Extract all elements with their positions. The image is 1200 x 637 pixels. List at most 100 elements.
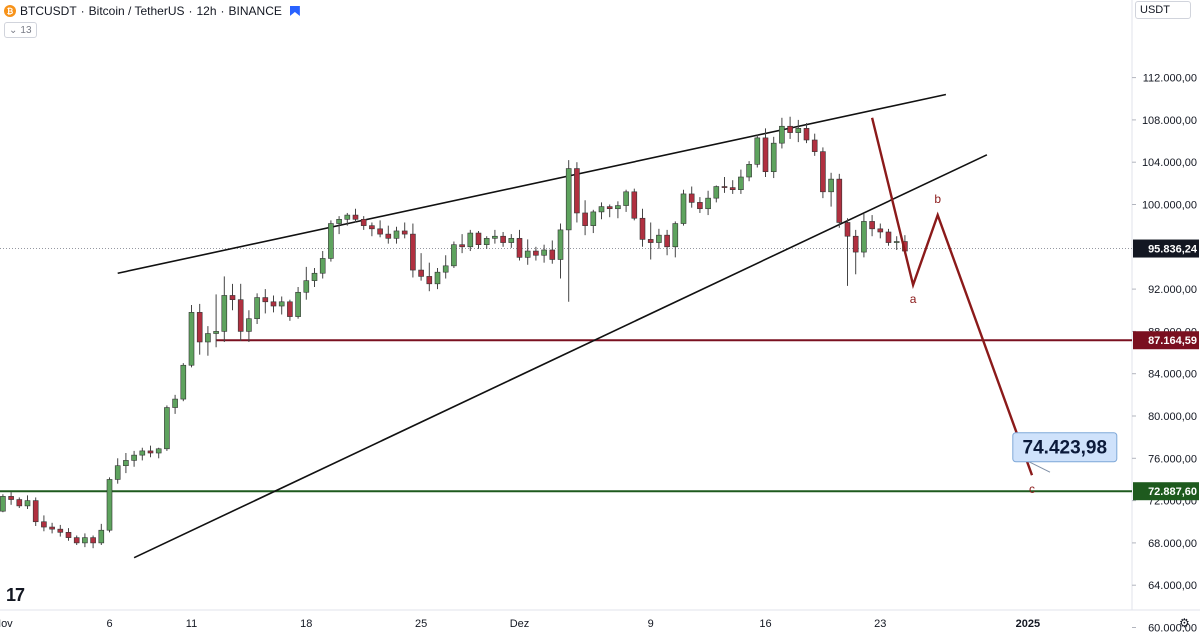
candle bbox=[451, 241, 457, 268]
candle bbox=[311, 267, 318, 287]
candle bbox=[606, 204, 613, 218]
candle-body bbox=[393, 230, 400, 239]
currency-selector[interactable]: USDT bbox=[1135, 1, 1191, 19]
bitcoin-icon: ₿ bbox=[4, 5, 16, 17]
candle bbox=[229, 283, 236, 311]
candle bbox=[57, 524, 64, 537]
gear-icon[interactable]: ⚙ bbox=[1179, 616, 1190, 630]
candle bbox=[836, 173, 843, 228]
candle bbox=[705, 190, 711, 216]
candle bbox=[32, 497, 39, 526]
candle-body bbox=[852, 235, 859, 253]
candle bbox=[590, 209, 597, 234]
candle bbox=[533, 246, 539, 261]
candle-body bbox=[16, 499, 23, 507]
candle-body bbox=[360, 219, 367, 226]
candle-body bbox=[270, 301, 277, 307]
candle bbox=[24, 495, 31, 510]
candle bbox=[155, 447, 162, 459]
candle-body bbox=[606, 206, 613, 210]
flag-icon[interactable] bbox=[289, 6, 300, 16]
candle-body bbox=[377, 228, 383, 235]
wave-label-b: b bbox=[934, 192, 941, 206]
candle-body bbox=[237, 299, 244, 332]
candle-body bbox=[680, 193, 687, 224]
chevron-down-icon: ⌄ bbox=[9, 24, 18, 36]
candle-body bbox=[131, 454, 137, 461]
candle-body bbox=[787, 125, 793, 133]
candle bbox=[549, 240, 556, 264]
candle-body bbox=[877, 228, 884, 233]
candle-body bbox=[557, 229, 564, 260]
candle-body bbox=[869, 221, 875, 230]
candle-body bbox=[541, 249, 547, 256]
candle-body bbox=[574, 168, 580, 214]
resistance-level-badge: 87.164,59 bbox=[1133, 331, 1199, 350]
candle bbox=[508, 234, 515, 248]
candle bbox=[811, 133, 818, 156]
candle-body bbox=[524, 250, 531, 258]
candle-body bbox=[467, 232, 474, 248]
candle-body bbox=[508, 238, 515, 243]
last-price-badge-bg bbox=[1133, 239, 1199, 258]
candle-body bbox=[147, 450, 154, 454]
exchange-label: BINANCE bbox=[228, 4, 282, 18]
candle-body bbox=[303, 280, 310, 293]
x-tick-label: 25 bbox=[415, 618, 427, 630]
candle-body bbox=[385, 233, 392, 239]
candle bbox=[647, 222, 654, 260]
candle bbox=[434, 267, 441, 290]
candle-body bbox=[8, 496, 14, 500]
support-level-badge-label: 72.887,60 bbox=[1148, 486, 1197, 498]
symbol-header[interactable]: ₿ BTCUSDT · Bitcoin / TetherUS · 12h · B… bbox=[4, 3, 304, 19]
candle-body bbox=[319, 258, 326, 274]
candle bbox=[557, 223, 564, 279]
candle bbox=[213, 294, 219, 348]
indicators-toggle-button[interactable]: ⌄ 13 bbox=[4, 22, 37, 38]
candle-body bbox=[836, 178, 843, 223]
wave-label-a: a bbox=[910, 292, 917, 306]
candle bbox=[123, 453, 129, 474]
candle-body bbox=[180, 364, 187, 400]
candle-body bbox=[221, 295, 228, 332]
candle-body bbox=[65, 532, 72, 538]
candle-body bbox=[549, 249, 556, 260]
separator: · bbox=[80, 4, 85, 18]
candle-body bbox=[762, 137, 769, 173]
candle-body bbox=[475, 232, 482, 245]
last-price-badge: 95.836,24 bbox=[1133, 239, 1199, 258]
candle-body bbox=[32, 500, 39, 523]
candle-body bbox=[344, 214, 351, 220]
target-callout[interactable]: 74.423,98 bbox=[1012, 432, 1118, 463]
candle bbox=[475, 230, 482, 249]
candle-body bbox=[770, 142, 777, 173]
candle-body bbox=[451, 244, 457, 267]
candle-body bbox=[295, 291, 301, 317]
separator: · bbox=[220, 4, 225, 18]
candle bbox=[221, 276, 228, 342]
candle bbox=[319, 251, 326, 279]
candle-body bbox=[434, 271, 441, 285]
candle bbox=[278, 296, 285, 315]
tradingview-logo[interactable]: 17 bbox=[6, 585, 25, 606]
candle-body bbox=[82, 537, 88, 544]
candle-body bbox=[139, 450, 146, 456]
x-tick-label: 9 bbox=[648, 618, 654, 630]
candle bbox=[852, 229, 859, 275]
candle bbox=[820, 147, 826, 199]
candle-body bbox=[205, 333, 211, 343]
candle-body bbox=[401, 230, 408, 235]
candle-body bbox=[672, 223, 679, 248]
resistance-level-badge-bg bbox=[1133, 331, 1199, 350]
candle bbox=[787, 116, 793, 139]
target-label: 74.423,98 bbox=[1023, 438, 1108, 459]
candle bbox=[73, 535, 80, 546]
candle-body bbox=[705, 197, 711, 210]
candle bbox=[697, 197, 703, 213]
candle-body bbox=[123, 460, 129, 467]
candle bbox=[459, 234, 465, 254]
support-level-badge-bg bbox=[1133, 482, 1199, 501]
candle-body bbox=[697, 202, 703, 210]
